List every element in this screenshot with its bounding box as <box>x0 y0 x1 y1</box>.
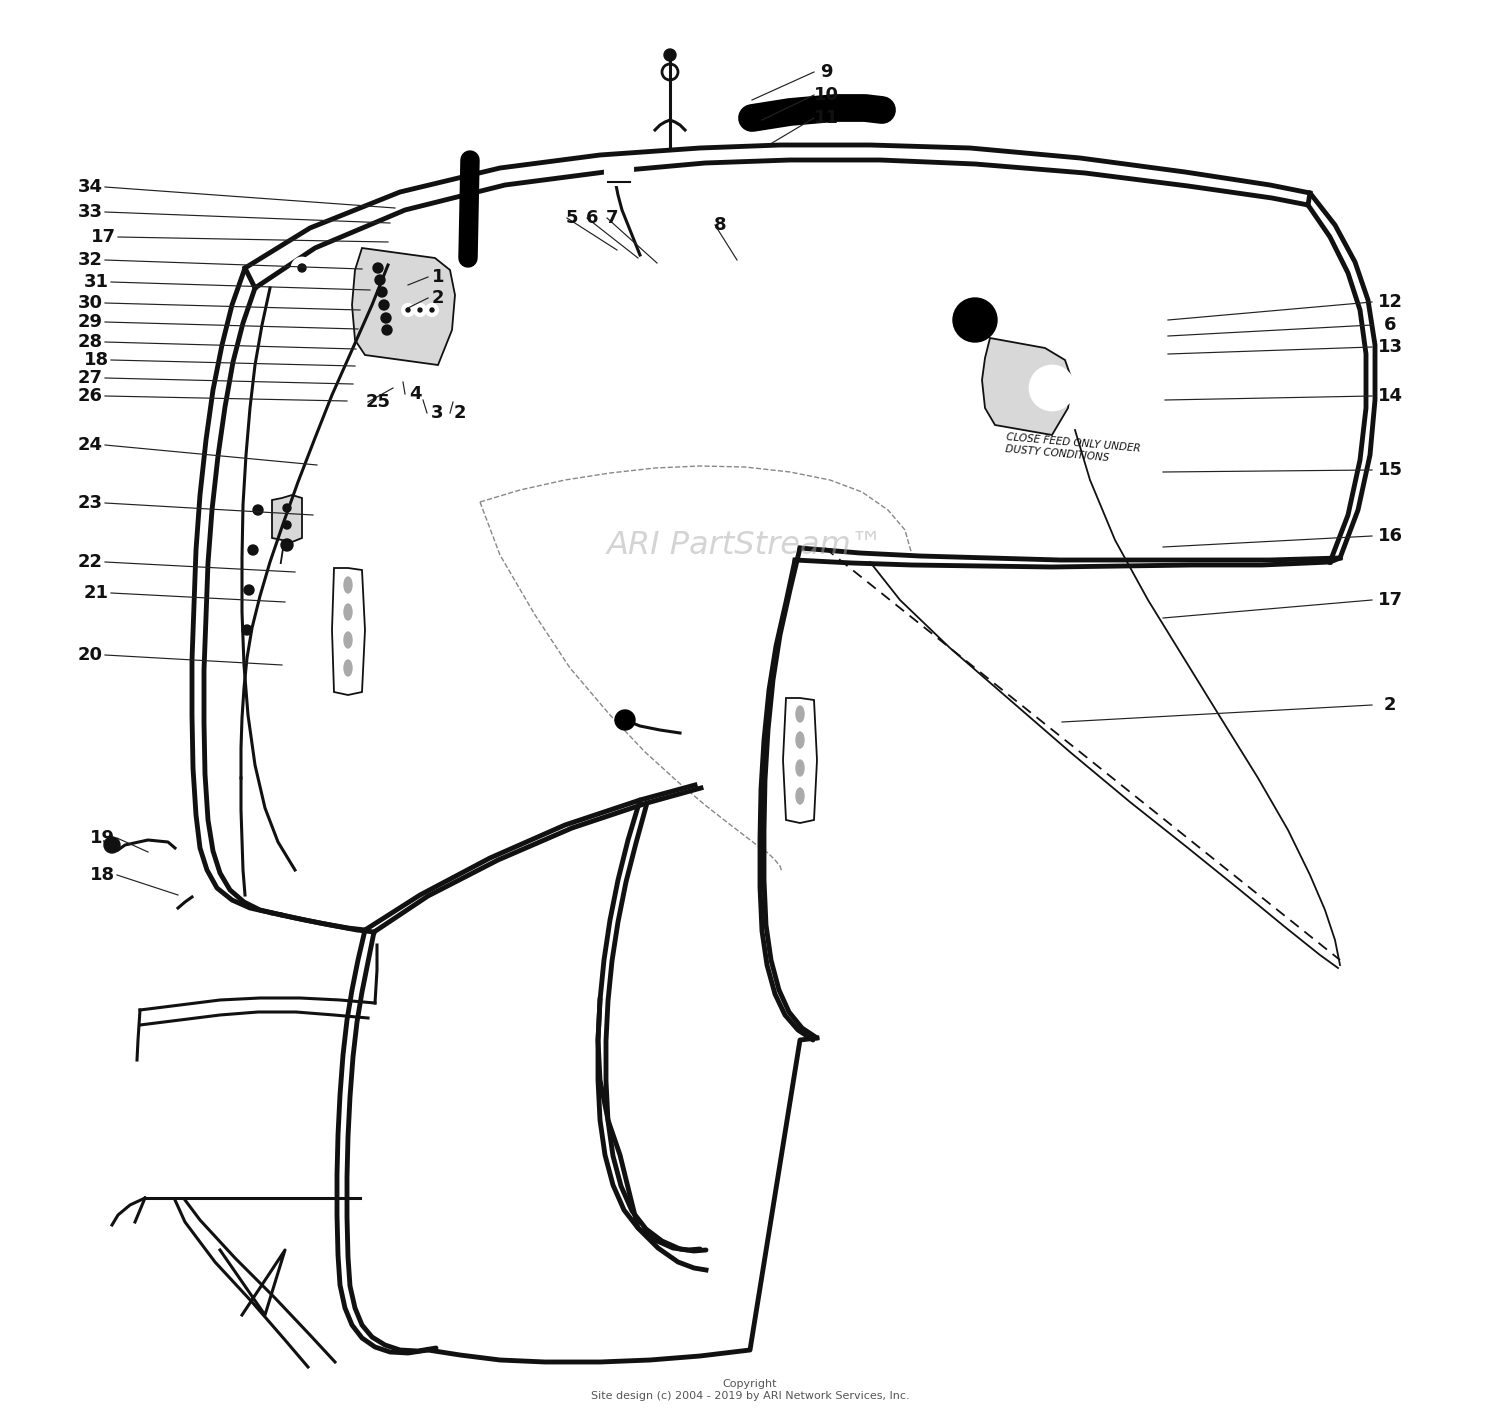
Text: 3: 3 <box>430 405 444 422</box>
Circle shape <box>1030 366 1074 410</box>
Circle shape <box>284 522 291 529</box>
Text: 23: 23 <box>78 494 102 512</box>
Ellipse shape <box>796 788 804 804</box>
Ellipse shape <box>796 732 804 748</box>
Circle shape <box>280 539 292 551</box>
Text: 17: 17 <box>90 228 116 247</box>
Circle shape <box>430 308 433 312</box>
Text: 24: 24 <box>78 436 102 455</box>
Text: 2: 2 <box>1383 695 1396 714</box>
Circle shape <box>284 504 291 512</box>
Circle shape <box>274 564 285 576</box>
Text: 4: 4 <box>408 385 422 403</box>
Text: 14: 14 <box>1377 388 1402 405</box>
Text: 31: 31 <box>84 274 108 291</box>
Circle shape <box>376 286 387 296</box>
Circle shape <box>104 836 120 854</box>
Polygon shape <box>332 569 364 695</box>
Text: 18: 18 <box>84 351 108 369</box>
Text: 20: 20 <box>78 646 102 664</box>
Text: 22: 22 <box>78 553 102 571</box>
Text: 1: 1 <box>432 268 444 286</box>
Ellipse shape <box>795 496 820 514</box>
Text: 30: 30 <box>78 294 102 312</box>
Circle shape <box>952 298 998 342</box>
Text: 34: 34 <box>78 178 102 197</box>
Circle shape <box>406 308 410 312</box>
Text: 26: 26 <box>78 388 102 405</box>
Text: 32: 32 <box>78 251 102 269</box>
Circle shape <box>414 304 426 316</box>
Circle shape <box>374 264 382 274</box>
Circle shape <box>615 710 634 730</box>
Polygon shape <box>352 248 454 365</box>
Polygon shape <box>783 698 818 824</box>
Circle shape <box>254 504 262 514</box>
Text: 25: 25 <box>366 393 390 410</box>
Text: 15: 15 <box>1377 462 1402 479</box>
Text: ARI PartStream™: ARI PartStream™ <box>606 530 883 560</box>
Ellipse shape <box>344 604 352 620</box>
Text: 33: 33 <box>78 202 102 221</box>
Text: 17: 17 <box>1377 591 1402 608</box>
Ellipse shape <box>344 633 352 648</box>
Circle shape <box>381 314 392 323</box>
Text: 7: 7 <box>606 209 618 227</box>
Text: 28: 28 <box>78 333 102 351</box>
Text: 8: 8 <box>714 217 726 234</box>
Circle shape <box>426 304 438 316</box>
Ellipse shape <box>796 760 804 777</box>
Text: 2: 2 <box>453 405 466 422</box>
Text: CLOSE FEED ONLY UNDER
DUSTY CONDITIONS: CLOSE FEED ONLY UNDER DUSTY CONDITIONS <box>1005 432 1142 465</box>
Text: 16: 16 <box>1377 527 1402 544</box>
Text: 18: 18 <box>90 866 114 884</box>
Text: 2: 2 <box>432 289 444 306</box>
Circle shape <box>664 48 676 61</box>
Text: 12: 12 <box>1377 294 1402 311</box>
Circle shape <box>380 301 388 311</box>
Text: 6: 6 <box>585 209 598 227</box>
Text: 5: 5 <box>566 209 579 227</box>
Circle shape <box>248 544 258 554</box>
Circle shape <box>382 325 392 335</box>
Ellipse shape <box>344 577 352 593</box>
Bar <box>604 165 633 185</box>
Circle shape <box>375 275 386 285</box>
Text: 13: 13 <box>1377 338 1402 356</box>
Text: Copyright
Site design (c) 2004 - 2019 by ARI Network Services, Inc.: Copyright Site design (c) 2004 - 2019 by… <box>591 1379 909 1401</box>
Text: 9: 9 <box>819 63 833 81</box>
Text: 29: 29 <box>78 314 102 331</box>
Circle shape <box>244 586 254 596</box>
Circle shape <box>242 626 252 636</box>
Circle shape <box>419 308 422 312</box>
Polygon shape <box>982 338 1072 435</box>
Circle shape <box>298 264 306 272</box>
Text: 6: 6 <box>1383 316 1396 333</box>
Text: 27: 27 <box>78 369 102 388</box>
Text: 11: 11 <box>813 108 838 127</box>
Circle shape <box>292 258 312 278</box>
Text: 10: 10 <box>813 86 838 104</box>
Circle shape <box>402 304 414 316</box>
Circle shape <box>688 195 702 209</box>
Ellipse shape <box>344 660 352 675</box>
Ellipse shape <box>796 705 804 722</box>
Text: 21: 21 <box>84 584 108 601</box>
Circle shape <box>669 747 686 762</box>
Polygon shape <box>272 494 302 542</box>
Text: 19: 19 <box>90 829 114 846</box>
